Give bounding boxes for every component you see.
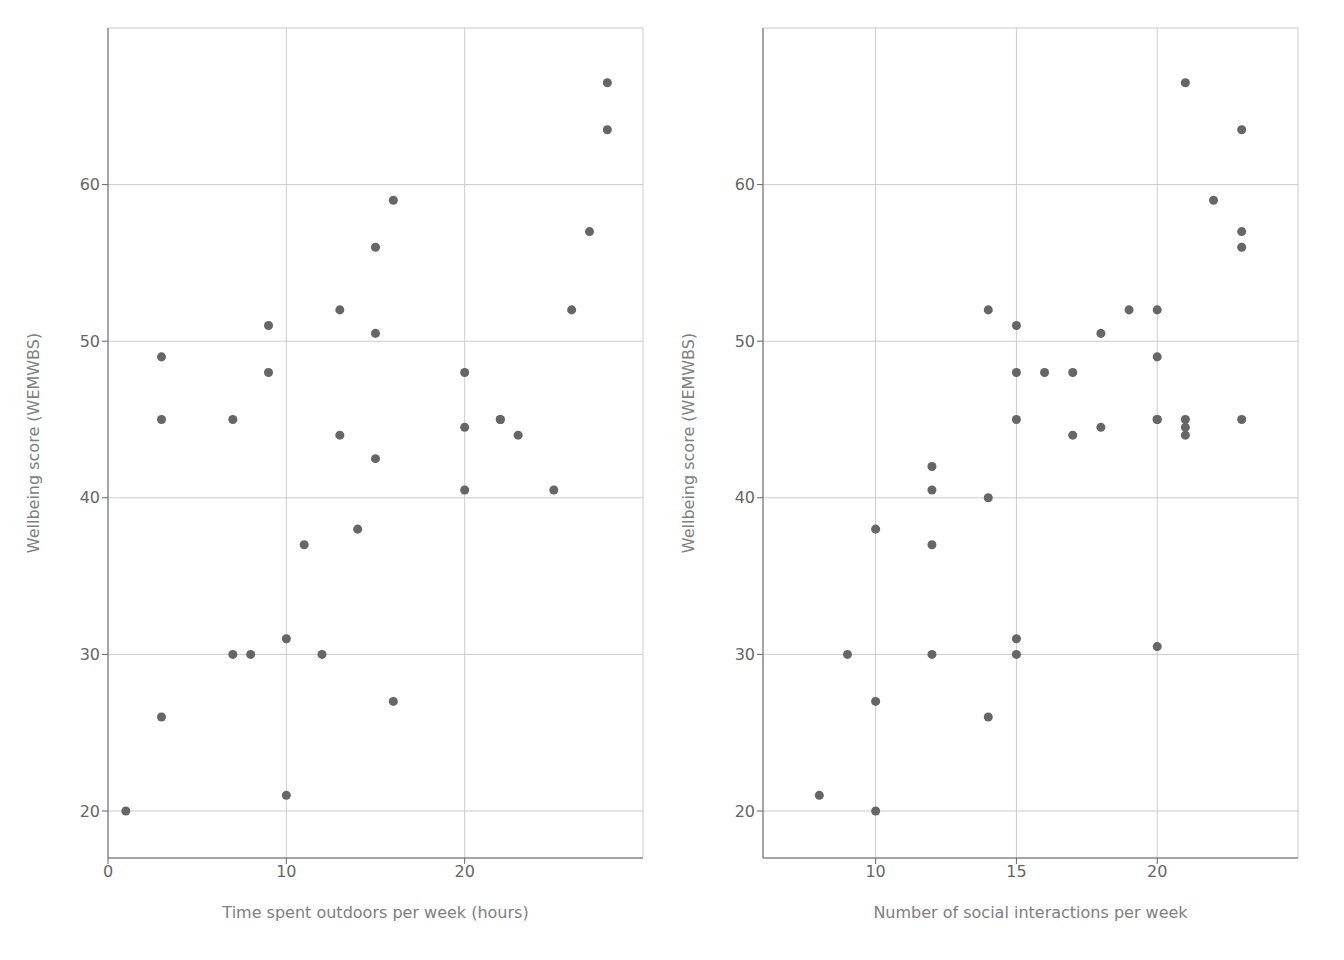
svg-text:20: 20 xyxy=(735,802,755,821)
svg-text:30: 30 xyxy=(735,645,755,664)
svg-text:0: 0 xyxy=(103,862,113,881)
svg-text:40: 40 xyxy=(735,488,755,507)
svg-text:50: 50 xyxy=(735,332,755,351)
svg-text:20: 20 xyxy=(454,862,474,881)
svg-text:50: 50 xyxy=(80,332,100,351)
svg-text:10: 10 xyxy=(865,862,885,881)
svg-text:15: 15 xyxy=(1006,862,1026,881)
svg-text:Number of social interactions: Number of social interactions per week xyxy=(873,903,1188,922)
svg-text:60: 60 xyxy=(735,175,755,194)
svg-text:Wellbeing score (WEMWBS): Wellbeing score (WEMWBS) xyxy=(679,333,698,553)
svg-text:60: 60 xyxy=(80,175,100,194)
svg-text:40: 40 xyxy=(80,488,100,507)
svg-text:Wellbeing score (WEMWBS): Wellbeing score (WEMWBS) xyxy=(24,333,43,553)
svg-text:10: 10 xyxy=(276,862,296,881)
svg-text:Time spent outdoors per week (: Time spent outdoors per week (hours) xyxy=(221,903,528,922)
svg-text:30: 30 xyxy=(80,645,100,664)
svg-text:20: 20 xyxy=(80,802,100,821)
svg-text:20: 20 xyxy=(1147,862,1167,881)
